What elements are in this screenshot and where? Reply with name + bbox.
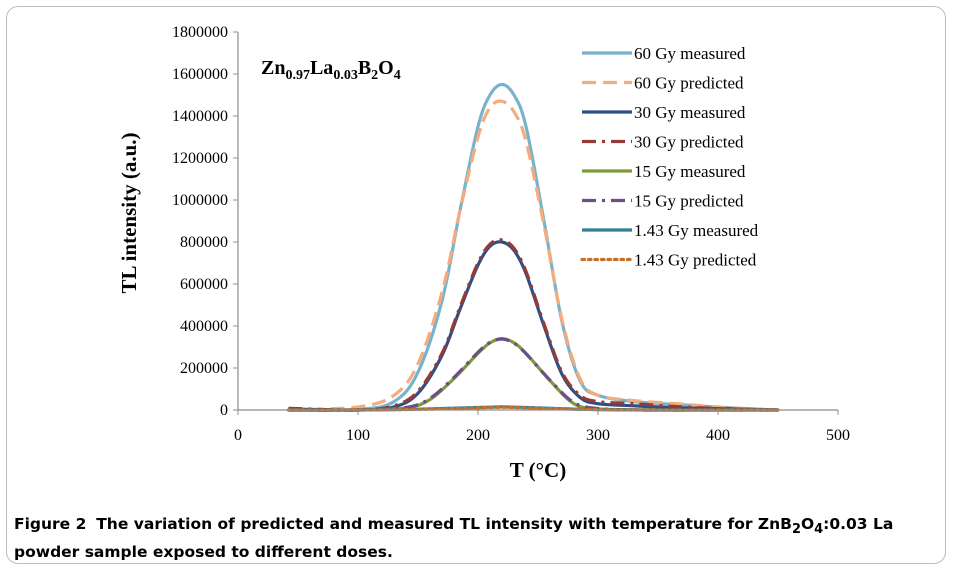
axes [233, 31, 839, 415]
figure-caption: Figure 2 The variation of predicted and … [14, 513, 939, 564]
figure-frame [6, 6, 946, 564]
formula-subscript: 2 [371, 68, 378, 83]
legend-label-30-gy-measured: 30 Gy measured [634, 103, 746, 122]
chart: 0 200000 400000 600000 800000 1000000 1200000 1… [117, 24, 850, 482]
formula-element: B [358, 57, 371, 79]
x-tick-label: 300 [586, 427, 610, 444]
legend-label-15-gy-measured: 15 Gy measured [634, 162, 746, 181]
series-line-60-gy-predicted [288, 99, 779, 412]
y-tick-label: 400000 [180, 318, 228, 335]
y-tick-label: 1800000 [172, 24, 228, 41]
x-tick-label: 400 [706, 427, 730, 444]
formula-subscript: 0.97 [285, 68, 310, 83]
y-tick-label: 1600000 [172, 66, 228, 83]
legend-label-15-gy-predicted: 15 Gy predicted [634, 192, 744, 211]
legend-label-60-gy-measured: 60 Gy measured [634, 44, 746, 63]
y-axis-title: TL intensity (a.u.) [117, 132, 141, 293]
formula-element: Zn [261, 57, 285, 79]
x-tick-label: 100 [346, 427, 370, 444]
formula-annotation: Zn0.97La0.03B2O4 [261, 57, 401, 83]
formula-element: La [310, 57, 333, 79]
x-tick-label: 500 [826, 427, 850, 444]
figure-label: Figure 2 [14, 515, 87, 533]
legend-label-1-43-gy-measured: 1.43 Gy measured [634, 221, 759, 240]
series-line-15-gy-measured [288, 337, 778, 412]
y-tick-label: 1000000 [172, 192, 228, 209]
x-axis-title: T (°C) [510, 458, 566, 482]
series-line-15-gy-predicted [288, 337, 778, 412]
x-tick-label: 0 [234, 427, 242, 444]
caption-text: The variation of predicted and measured … [14, 515, 894, 562]
y-tick-label: 0 [220, 402, 228, 419]
tick-labels: 0 200000 400000 600000 800000 1000000 1200000 1… [172, 24, 850, 444]
y-tick-label: 1400000 [172, 108, 228, 125]
legend-label-1-43-gy-predicted: 1.43 Gy predicted [634, 251, 757, 270]
legend: 60 Gy measured 60 Gy predicted 30 Gy measu… [580, 44, 759, 270]
y-tick-label: 200000 [180, 360, 228, 377]
legend-label-30-gy-predicted: 30 Gy predicted [634, 133, 744, 152]
legend-label-60-gy-predicted: 60 Gy predicted [634, 74, 744, 93]
formula-subscript: 0.03 [333, 68, 358, 83]
y-tick-label: 600000 [180, 276, 228, 293]
x-tick-label: 200 [466, 427, 490, 444]
formula-element: O [378, 57, 394, 79]
series-line-30-gy-predicted [288, 238, 779, 412]
y-tick-label: 1200000 [172, 150, 228, 167]
formula-subscript: 4 [394, 68, 401, 83]
y-tick-label: 800000 [180, 234, 228, 251]
